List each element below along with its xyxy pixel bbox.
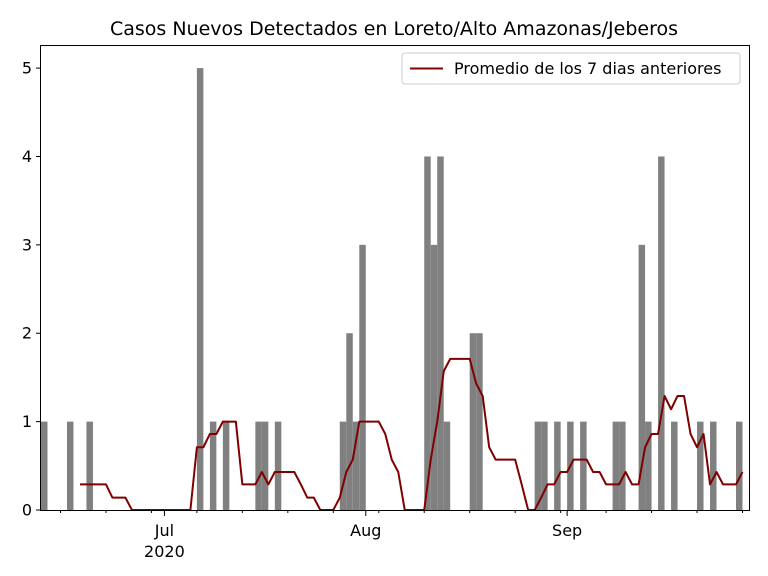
bar — [476, 333, 483, 510]
bar — [339, 421, 347, 510]
plot-frame — [40, 45, 750, 511]
bar — [619, 421, 626, 510]
y-tick-label: 3 — [22, 235, 32, 254]
bar — [424, 156, 431, 510]
y-tick-label: 1 — [22, 412, 32, 431]
bar — [359, 244, 366, 510]
bar — [443, 421, 451, 510]
x-tick-year-label: 2020 — [144, 542, 185, 561]
bar — [261, 421, 269, 510]
bar — [697, 421, 704, 510]
chart-title: Casos Nuevos Detectados en Loreto/Alto A… — [110, 18, 678, 40]
x-tick-label: Jul — [154, 521, 174, 540]
bar — [196, 68, 204, 510]
bar — [430, 244, 438, 510]
bar — [255, 421, 262, 510]
y-tick-label: 4 — [22, 147, 32, 166]
y-tick-label: 5 — [22, 59, 32, 78]
bar — [209, 421, 217, 510]
y-tick-label: 0 — [22, 501, 32, 520]
bar — [671, 421, 678, 510]
bar — [612, 421, 620, 510]
x-tick-label: Aug — [350, 521, 381, 540]
legend-label: Promedio de los 7 dias anteriores — [454, 59, 721, 78]
bar — [554, 421, 561, 510]
bar — [541, 421, 548, 510]
bar — [352, 421, 360, 510]
y-axis: 0 1 2 3 4 5 — [22, 59, 41, 520]
bar — [222, 421, 230, 510]
bar — [658, 156, 665, 510]
y-tick-label: 2 — [22, 324, 32, 343]
bar — [274, 421, 282, 510]
bar — [41, 421, 48, 510]
bar — [66, 421, 74, 510]
legend: Promedio de los 7 dias anteriores — [401, 52, 741, 85]
bar — [710, 421, 717, 510]
bar — [645, 421, 652, 510]
bar — [469, 333, 477, 510]
bar — [580, 421, 587, 510]
bar — [437, 156, 444, 510]
bar — [346, 333, 353, 510]
bars-layer — [41, 68, 743, 510]
legend-box — [401, 52, 741, 85]
bar — [534, 421, 542, 510]
x-tick-label: Sep — [552, 521, 582, 540]
x-axis: Jul 2020 Aug Sep — [59, 510, 744, 561]
bar — [86, 421, 93, 510]
bar — [638, 244, 646, 510]
bar — [736, 421, 743, 510]
